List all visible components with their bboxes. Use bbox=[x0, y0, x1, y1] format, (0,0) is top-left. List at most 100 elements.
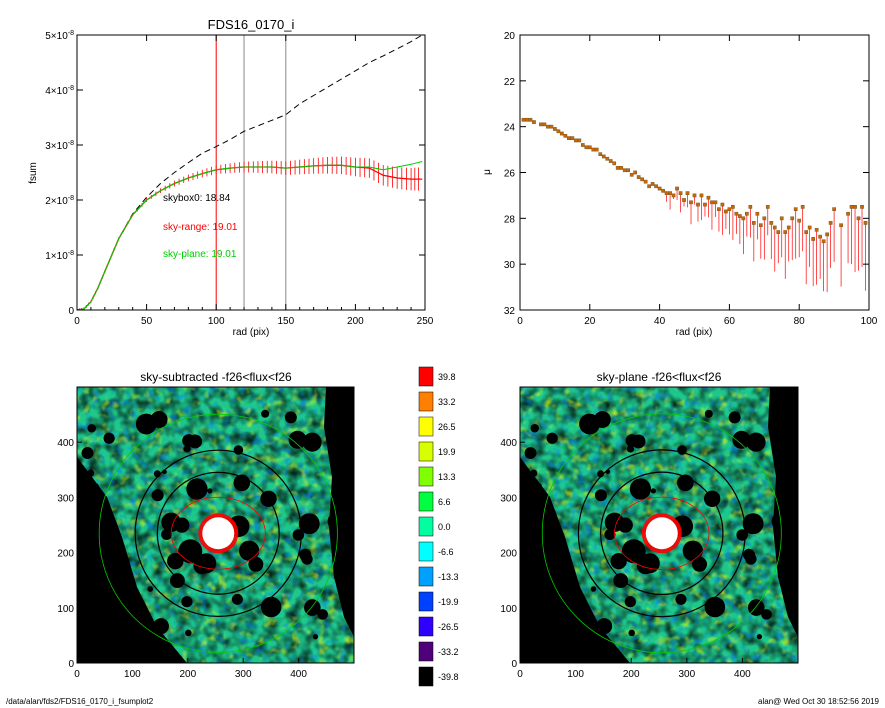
mu-y-tick-label: 26 bbox=[504, 169, 516, 180]
masked-source bbox=[183, 445, 191, 453]
masked-source bbox=[546, 432, 558, 444]
masked-source bbox=[534, 610, 540, 616]
mu-x-tick-label: 20 bbox=[584, 316, 596, 327]
fsum-annotation-sky-plane: sky-plane: 19.01 bbox=[163, 249, 237, 260]
masked-source bbox=[530, 630, 544, 644]
masked-source bbox=[613, 573, 629, 588]
mu-point bbox=[598, 152, 603, 157]
sky-annulus bbox=[541, 413, 782, 654]
mu-point bbox=[846, 211, 850, 216]
mu-x-tick-label: 40 bbox=[654, 316, 666, 327]
sky-subtracted-x-tick-label: 100 bbox=[124, 669, 141, 680]
fsum-y-tick-label: 1×10-8 bbox=[45, 250, 74, 262]
mu-point bbox=[727, 207, 732, 212]
mu-point bbox=[724, 209, 728, 214]
masked-source bbox=[181, 596, 193, 608]
mu-y-axis-label: μ bbox=[482, 169, 493, 175]
colorbar-swatch bbox=[418, 516, 434, 537]
mu-point bbox=[654, 184, 658, 189]
masked-source bbox=[675, 593, 687, 605]
masked-source bbox=[185, 629, 192, 637]
mu-point bbox=[776, 230, 781, 234]
mu-point bbox=[807, 225, 812, 230]
masked-source bbox=[207, 488, 213, 494]
mu-x-tick-label: 60 bbox=[724, 316, 736, 327]
masked-source bbox=[150, 411, 168, 429]
fsum-x-tick-label: 0 bbox=[74, 316, 80, 327]
sky-plane-frame bbox=[519, 386, 799, 664]
sky-plane-x-tick-label: 400 bbox=[734, 669, 751, 680]
sky-subtracted-x-tick-label: 0 bbox=[74, 669, 80, 680]
mu-x-axis-label: rad (pix) bbox=[676, 327, 713, 338]
mu-point bbox=[758, 223, 763, 228]
mu-point bbox=[797, 218, 802, 223]
colorbar-label: -26.5 bbox=[438, 622, 459, 632]
masked-source bbox=[231, 593, 243, 605]
mu-point bbox=[553, 127, 557, 131]
fsum-plot: FDS16_0170_i 0 50 100 150 200 250 0 1×10-8 2×10-… bbox=[28, 17, 434, 338]
mu-point bbox=[696, 202, 700, 207]
aperture-inner bbox=[600, 471, 724, 596]
mu-point bbox=[528, 117, 533, 122]
mu-point bbox=[832, 207, 836, 212]
masked-source bbox=[535, 652, 546, 663]
masked-source bbox=[298, 513, 320, 535]
masked-source bbox=[109, 637, 124, 653]
mu-point bbox=[678, 191, 683, 195]
sky-subtracted-x-tick-label: 300 bbox=[235, 669, 252, 680]
masked-source bbox=[530, 469, 538, 477]
mu-plot: 0 20 40 60 80 100 20 22 24 26 28 30 32 rad (pix) μ bbox=[482, 31, 878, 338]
mu-point bbox=[622, 168, 627, 173]
mu-point bbox=[661, 188, 665, 193]
mu-point bbox=[783, 230, 788, 234]
masked-source bbox=[196, 553, 217, 574]
mu-x-tick-label: 80 bbox=[794, 316, 806, 327]
sky-subtracted-y-tick-label: 200 bbox=[57, 549, 74, 560]
sky-plane-map-title: sky-plane -f26<flux<f26 bbox=[597, 370, 722, 384]
colorbar-label: -6.6 bbox=[438, 547, 454, 557]
fsum-x-tick-label: 100 bbox=[208, 316, 225, 327]
mu-point bbox=[567, 136, 571, 140]
mu-point bbox=[573, 138, 578, 143]
mu-point bbox=[643, 179, 648, 184]
masked-source bbox=[152, 618, 169, 635]
mu-point bbox=[811, 237, 816, 241]
sky-plane-x-tick-label: 0 bbox=[517, 669, 523, 680]
mu-point bbox=[584, 145, 589, 150]
sky-plane-x-tick-label: 200 bbox=[623, 669, 640, 680]
isophote bbox=[170, 496, 266, 570]
mu-point bbox=[748, 205, 753, 209]
masked-source bbox=[704, 409, 713, 418]
fsum-annotation-skybox: skybox0: 18.84 bbox=[163, 193, 231, 204]
masked-source bbox=[628, 629, 635, 637]
masked-source bbox=[732, 430, 751, 449]
aperture-outer bbox=[577, 449, 746, 618]
masked-source bbox=[704, 596, 726, 618]
mu-point bbox=[647, 184, 651, 189]
galaxy-core bbox=[202, 517, 235, 550]
masked-source bbox=[86, 469, 95, 477]
sky-plane-y-tick-label: 400 bbox=[500, 438, 517, 449]
masked-source bbox=[558, 652, 563, 657]
colorbar: 39.8 33.2 26.5 19.9 13.3 6.6 0.0 -6.6 -13.3 -19.9… bbox=[418, 366, 459, 687]
mu-point bbox=[580, 143, 585, 147]
mu-y-tick-label: 30 bbox=[504, 260, 516, 271]
mu-plot-area bbox=[521, 117, 868, 293]
masked-source bbox=[81, 447, 94, 460]
masked-source bbox=[91, 610, 97, 616]
colorbar-swatch bbox=[418, 641, 434, 662]
mu-point bbox=[560, 131, 564, 136]
galaxy-core bbox=[645, 517, 678, 550]
sky-plane-map: sky-plane -f26<flux<f26 0 100 200 300 400 0 10… bbox=[500, 370, 799, 680]
masked-source bbox=[624, 596, 636, 608]
colorbar-swatch bbox=[418, 391, 434, 412]
masked-source bbox=[552, 637, 567, 653]
masked-source bbox=[631, 434, 646, 449]
aperture-outer bbox=[134, 449, 302, 617]
sky-subtracted-image bbox=[77, 387, 354, 663]
mu-point bbox=[734, 211, 739, 216]
masked-source bbox=[261, 409, 270, 418]
fsum-x-tick-label: 150 bbox=[277, 316, 294, 327]
mu-point bbox=[738, 214, 742, 218]
sky-plane-x-tick-label: 100 bbox=[567, 669, 584, 680]
